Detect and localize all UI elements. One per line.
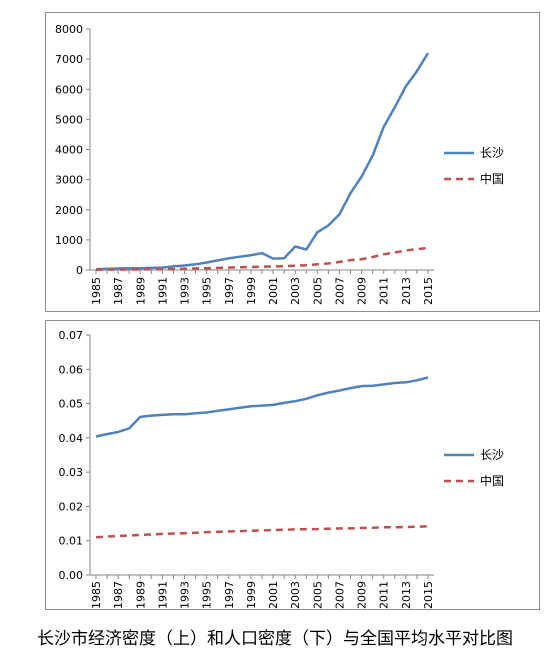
- legend-label: 中国: [480, 171, 504, 186]
- x-tick-label: 2013: [400, 277, 413, 305]
- x-tick-label: 1991: [156, 277, 169, 305]
- x-tick-label: 1999: [245, 581, 258, 609]
- x-tick-label: 2007: [333, 277, 346, 305]
- y-tick-label: 0.06: [59, 363, 84, 376]
- x-tick-label: 2013: [400, 581, 413, 609]
- econ-series-line-china: [95, 246, 429, 271]
- y-tick-label: 0.03: [59, 466, 84, 479]
- y-tick-label: 4000: [55, 144, 83, 157]
- x-tick-label: 2011: [378, 277, 391, 305]
- x-tick-label: 1995: [201, 277, 214, 305]
- x-tick-label: 2003: [289, 581, 302, 609]
- legend-label: 中国: [480, 473, 504, 488]
- legend-label: 长沙: [480, 146, 504, 160]
- y-tick-label: 0.02: [59, 500, 84, 513]
- y-tick-label: 6000: [55, 83, 83, 96]
- pop-series-line-china: [95, 525, 429, 539]
- x-tick-label: 2015: [422, 581, 435, 609]
- y-tick-label: 7000: [55, 53, 83, 66]
- pop-series-line-changsha: [95, 376, 429, 438]
- x-tick-label: 1993: [179, 581, 192, 609]
- y-tick-label: 1000: [55, 234, 83, 247]
- x-tick-label: 1995: [201, 581, 214, 609]
- x-tick-label: 2009: [356, 277, 369, 305]
- x-tick-label: 2011: [378, 581, 391, 609]
- legend-label: 长沙: [480, 448, 504, 462]
- economic-density-plot: 0 1000 2000 3000 4000 5000 6000 7000 8000 1985 198…: [55, 23, 504, 305]
- x-tick-label: 1985: [90, 277, 103, 305]
- x-tick-label: 1989: [134, 277, 147, 305]
- y-tick-label: 0.01: [59, 535, 84, 548]
- y-tick-label: 8000: [55, 23, 83, 36]
- y-tick-label: 0.00: [59, 569, 84, 582]
- x-tick-label: 1991: [156, 581, 169, 609]
- x-tick-label: 1999: [245, 277, 258, 305]
- x-tick-label: 2001: [267, 277, 280, 305]
- x-tick-label: 1985: [90, 581, 103, 609]
- figure-caption: 长沙市经济密度（上）和人口密度（下）与全国平均水平对比图: [37, 629, 513, 649]
- y-tick-label: 0.04: [59, 432, 84, 445]
- x-tick-label: 2015: [422, 277, 435, 305]
- x-tick-label: 2005: [311, 581, 324, 609]
- x-tick-label: 1989: [134, 581, 147, 609]
- y-tick-label: 0: [76, 264, 83, 277]
- x-tick-label: 1987: [112, 581, 125, 609]
- economic-density-chart: 0 1000 2000 3000 4000 5000 6000 7000 8000 1985 198…: [45, 12, 540, 312]
- y-tick-label: 2000: [55, 204, 83, 217]
- x-tick-label: 1987: [112, 277, 125, 305]
- y-tick-label: 0.05: [59, 398, 84, 411]
- y-tick-label: 3000: [55, 174, 83, 187]
- y-tick-label: 5000: [55, 113, 83, 126]
- x-tick-label: 2005: [311, 277, 324, 305]
- econ-series-line-changsha: [95, 52, 430, 271]
- x-tick-label: 2003: [289, 277, 302, 305]
- y-tick-label: 0.07: [59, 329, 84, 342]
- x-tick-label: 2001: [267, 581, 280, 609]
- population-density-chart: 0.00 0.01 0.02 0.03 0.04 0.05 0.06 0.07 1985 1987…: [45, 320, 540, 610]
- population-density-plot: 0.00 0.01 0.02 0.03 0.04 0.05 0.06 0.07 1985 1987…: [59, 329, 505, 609]
- x-tick-label: 1997: [223, 277, 236, 305]
- x-tick-label: 2009: [356, 581, 369, 609]
- x-tick-label: 2007: [333, 581, 346, 609]
- x-tick-label: 1993: [179, 277, 192, 305]
- x-tick-label: 1997: [223, 581, 236, 609]
